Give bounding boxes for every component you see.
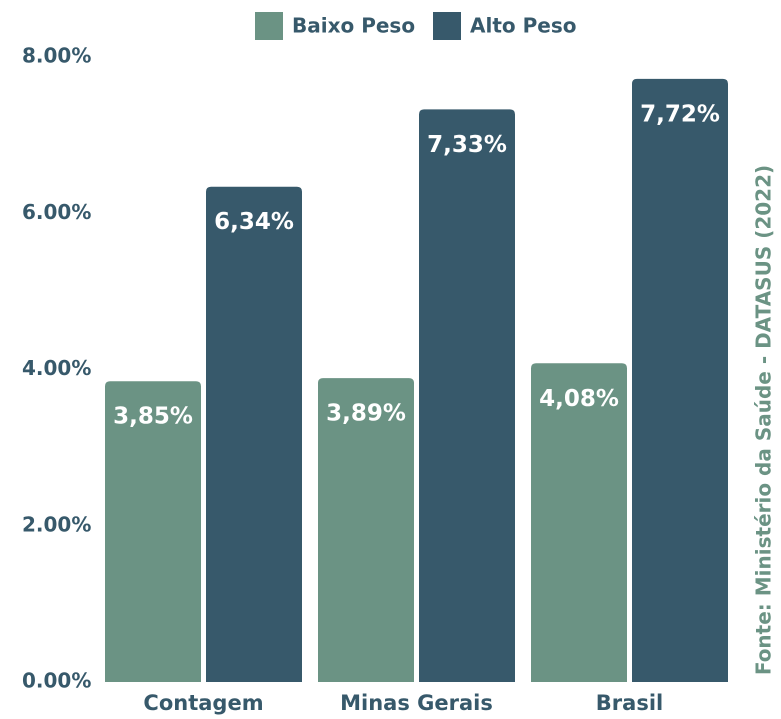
bar (105, 381, 201, 682)
y-tick-label: 0.00% (22, 669, 91, 693)
value-label: 7,33% (427, 132, 507, 158)
value-label: 3,85% (113, 404, 193, 430)
x-tick-label: Minas Gerais (340, 691, 493, 715)
value-label: 3,89% (326, 401, 406, 427)
bar (419, 109, 515, 682)
bar (632, 78, 728, 682)
y-tick-label: 6.00% (22, 200, 91, 224)
bar (206, 186, 302, 682)
legend-swatch (255, 12, 283, 40)
value-label: 6,34% (214, 209, 294, 235)
x-tick-label: Brasil (596, 691, 663, 715)
legend-swatch (433, 12, 461, 40)
legend-label: Baixo Peso (292, 14, 415, 38)
legend-label: Alto Peso (470, 14, 576, 38)
value-label: 7,72% (640, 101, 720, 127)
bar (531, 363, 627, 682)
source-note: Fonte: Ministério da Saúde - DATASUS (20… (752, 165, 776, 675)
value-label: 4,08% (539, 386, 619, 412)
x-tick-label: Contagem (143, 691, 263, 715)
y-tick-label: 2.00% (22, 512, 91, 536)
bar (318, 378, 414, 682)
y-tick-label: 8.00% (22, 44, 91, 68)
y-tick-label: 4.00% (22, 356, 91, 380)
